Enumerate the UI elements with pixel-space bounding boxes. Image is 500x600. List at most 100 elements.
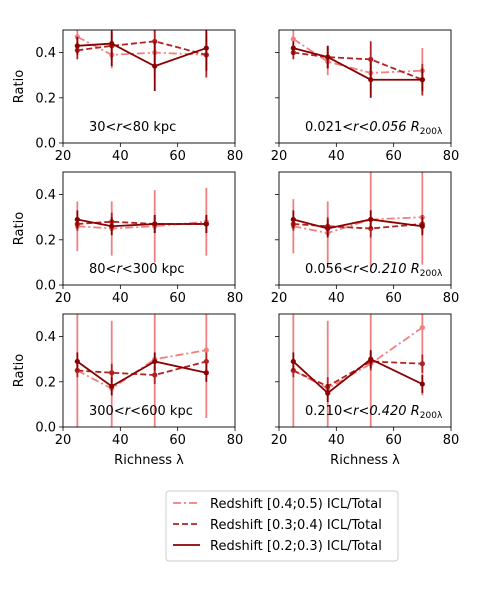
data-point (419, 324, 425, 331)
series-2 (290, 352, 425, 396)
annotation-subscript: 200λ (420, 411, 443, 421)
annotation-part: 0.210< (305, 404, 353, 419)
data-point (74, 216, 80, 223)
plot-area (74, 30, 209, 92)
annotation-part: 0.056< (305, 262, 353, 277)
plot-area (290, 172, 425, 267)
data-point (203, 370, 209, 376)
x-tick-label: 60 (169, 149, 186, 164)
axes-frame (278, 313, 452, 428)
y-tick-label: 0.2 (35, 233, 56, 248)
annotation-part: <0.210 (358, 262, 410, 277)
annotation-subscript: 200λ (420, 269, 443, 279)
data-point (203, 358, 209, 365)
series-line (292, 38, 423, 74)
y-tick-label: 0.0 (35, 279, 56, 294)
x-tick-label: 80 (443, 433, 460, 448)
y-tick-label: 0.4 (35, 188, 56, 203)
x-tick-label: 20 (271, 433, 288, 448)
data-point (152, 221, 158, 227)
data-point (325, 225, 331, 232)
series-1 (290, 172, 425, 267)
annotation-part: R (411, 120, 420, 135)
y-tick-label: 0.0 (35, 137, 56, 152)
series-1 (290, 30, 425, 94)
data-point (109, 370, 115, 376)
y-tick-label: 0.4 (35, 46, 56, 61)
data-point (152, 63, 158, 69)
series-line (293, 218, 423, 230)
axes-frame (62, 313, 236, 428)
plot-area (290, 314, 425, 427)
annotation-part: r (116, 120, 123, 135)
data-point (419, 381, 425, 387)
x-tick-label: 80 (227, 433, 244, 448)
x-axis-label: Richness λ (114, 453, 184, 468)
axes-frame (62, 29, 236, 144)
legend-box (165, 490, 399, 562)
annotation-part: r (116, 262, 123, 277)
plot-area (74, 314, 209, 427)
x-tick-label: 20 (55, 291, 72, 306)
x-tick-label: 40 (112, 291, 129, 306)
data-point (290, 45, 296, 51)
x-tick-label: 40 (112, 433, 129, 448)
data-point (203, 45, 209, 51)
panel-2: 20 40 60 800.021<r<0.056 R200λ (271, 29, 460, 164)
axes-frame (278, 29, 452, 144)
panel-3: 20 40 60 80 0.0 0.2 0.4 Ratio 80<r<300 kpc (12, 171, 243, 306)
plot-area (74, 187, 209, 263)
data-point (109, 223, 115, 229)
x-tick-label: 80 (443, 291, 460, 306)
x-tick-label: 80 (443, 149, 460, 164)
data-point (203, 347, 209, 353)
data-point (368, 216, 374, 223)
panel-5: 20 40 60 80 0.0 0.2 0.4 Ratio Richness λ 300<r<60… (12, 313, 244, 468)
legend-label: Redshift [0.2;0.3) ICL/Total (210, 539, 382, 554)
annotation-part: r (353, 262, 360, 277)
series-line (293, 47, 423, 81)
series-3 (290, 41, 425, 98)
panel-6: 20 40 60 80 Richness λ 0.210<r<0.420 R200λ (271, 313, 460, 468)
panel-annotation: 80<r<300 kpc (89, 262, 185, 277)
x-tick-label: 40 (328, 433, 345, 448)
annotation-part: r (353, 404, 360, 419)
x-tick-label: 20 (271, 149, 288, 164)
annotation-part: <0.420 (358, 404, 410, 419)
data-point (109, 40, 115, 47)
data-point (325, 54, 331, 60)
panel-annotation: 300<r<600 kpc (89, 404, 193, 419)
x-tick-label: 60 (169, 291, 186, 306)
x-tick-label: 20 (271, 291, 288, 306)
series-line (76, 360, 207, 388)
data-point (109, 383, 115, 389)
annotation-part: 0.021< (305, 120, 353, 135)
series-line (293, 51, 423, 81)
series-line (292, 358, 423, 395)
x-tick-label: 40 (328, 291, 345, 306)
x-tick-label: 60 (385, 433, 402, 448)
series-3 (290, 210, 425, 238)
x-axis-label: Richness λ (330, 453, 400, 468)
series-line (292, 326, 423, 390)
data-point (152, 358, 158, 365)
y-tick-label: 0.4 (35, 330, 56, 345)
annotation-part: R (411, 262, 420, 277)
annotation-part: 80< (89, 262, 116, 277)
data-point (419, 361, 425, 367)
y-tick-label: 0.0 (35, 421, 56, 436)
legend: Redshift [0.4;0.5) ICL/Total Redshift [0.… (165, 490, 399, 562)
panel-1: 20 40 60 80 0.0 0.2 0.4 Ratio 30<r<80 kpc (12, 29, 244, 164)
y-tick-label: 0.2 (35, 375, 56, 390)
axes-frame (62, 171, 236, 286)
axes-frame (278, 171, 452, 286)
x-tick-label: 80 (227, 149, 244, 164)
annotation-part: r (125, 404, 132, 419)
legend-label: Redshift [0.4;0.5) ICL/Total (210, 497, 382, 512)
series-line (76, 35, 207, 56)
series-line (77, 40, 207, 56)
data-point (368, 77, 374, 83)
series-3 (290, 350, 425, 403)
annotation-part: <300 kpc (122, 262, 185, 277)
